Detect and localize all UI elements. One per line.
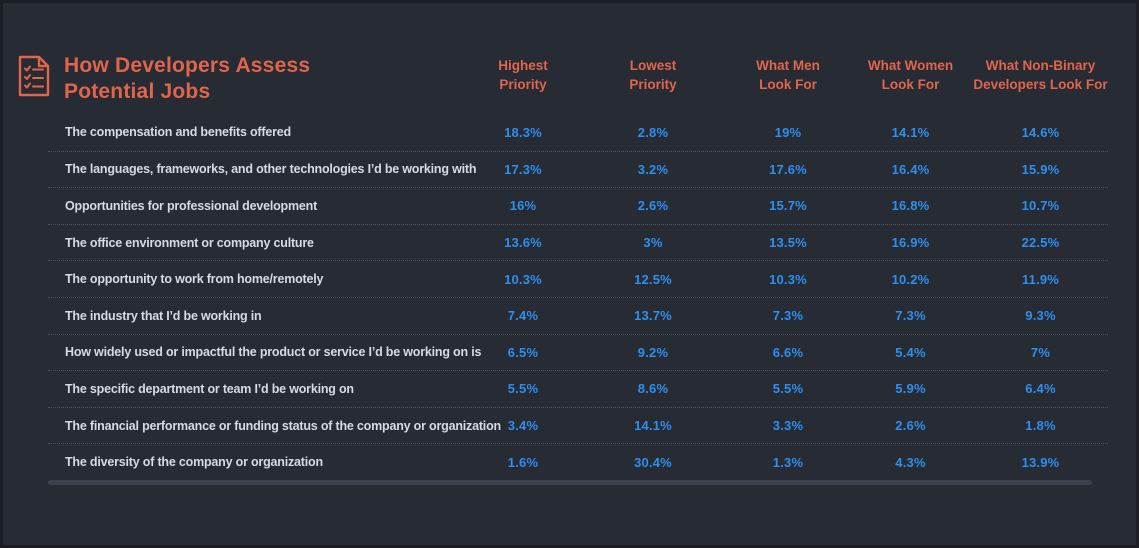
value-women: 2.6% bbox=[895, 418, 926, 434]
value-highest-priority: 10.3% bbox=[504, 271, 542, 287]
table-row: The languages, frameworks, and other tec… bbox=[48, 150, 1108, 188]
row-label: The languages, frameworks, and other tec… bbox=[65, 162, 477, 177]
value-highest-priority: 13.6% bbox=[504, 235, 542, 251]
value-women: 14.1% bbox=[891, 124, 930, 140]
value-men: 15.7% bbox=[769, 198, 807, 214]
value-non-binary: 22.5% bbox=[1021, 235, 1060, 251]
value-women: 16.4% bbox=[891, 161, 930, 177]
title-block: How Developers Assess Potential Jobs bbox=[18, 53, 468, 105]
column-header-highest-priority: Highest Priority bbox=[498, 58, 548, 92]
value-women: 4.3% bbox=[895, 454, 926, 470]
value-lowest-priority: 2.8% bbox=[637, 124, 669, 140]
column-header-lowest-priority: Lowest Priority bbox=[629, 58, 677, 92]
value-highest-priority: 16% bbox=[509, 198, 537, 214]
table-row: How widely used or impactful the product… bbox=[48, 333, 1108, 371]
value-women: 5.4% bbox=[895, 344, 926, 360]
row-label: Opportunities for professional developme… bbox=[65, 198, 318, 213]
value-non-binary: 6.4% bbox=[1025, 381, 1056, 397]
value-non-binary: 7% bbox=[1030, 344, 1051, 360]
value-non-binary: 10.7% bbox=[1021, 198, 1060, 214]
value-women: 16.9% bbox=[891, 235, 930, 251]
row-label: The office environment or company cultur… bbox=[65, 235, 314, 250]
value-highest-priority: 3.4% bbox=[507, 418, 539, 434]
column-header-what-non-binary-look-for: What Non-Binary Developers Look For bbox=[973, 58, 1108, 92]
value-women: 5.9% bbox=[895, 381, 926, 397]
value-non-binary: 15.9% bbox=[1021, 161, 1060, 177]
value-non-binary: 1.8% bbox=[1025, 418, 1056, 434]
value-men: 7.3% bbox=[772, 308, 804, 324]
table-header-row: How Developers Assess Potential Jobs Hig… bbox=[18, 53, 1108, 105]
table-row: The financial performance or funding sta… bbox=[48, 406, 1108, 444]
value-highest-priority: 6.5% bbox=[507, 344, 539, 360]
value-non-binary: 14.6% bbox=[1021, 124, 1060, 140]
value-men: 10.3% bbox=[769, 271, 807, 287]
value-women: 7.3% bbox=[895, 308, 926, 324]
value-highest-priority: 5.5% bbox=[507, 381, 539, 397]
results-table: The compensation and benefits offered 18… bbox=[48, 114, 1108, 480]
value-lowest-priority: 12.5% bbox=[634, 271, 672, 287]
value-lowest-priority: 3.2% bbox=[637, 161, 669, 177]
value-men: 13.5% bbox=[769, 235, 807, 251]
row-label: The financial performance or funding sta… bbox=[65, 418, 501, 433]
column-header-what-women-look-for: What Women Look For bbox=[867, 58, 954, 92]
value-women: 16.8% bbox=[891, 198, 930, 214]
table-row: The office environment or company cultur… bbox=[48, 223, 1108, 261]
table-row: Opportunities for professional developme… bbox=[48, 187, 1108, 224]
row-label: The specific department or team I’d be w… bbox=[65, 381, 354, 396]
value-lowest-priority: 8.6% bbox=[637, 381, 669, 397]
value-highest-priority: 1.6% bbox=[507, 454, 539, 470]
value-men: 1.3% bbox=[772, 454, 804, 470]
checklist-document-icon bbox=[17, 55, 51, 102]
row-label: The industry that I’d be working in bbox=[65, 308, 262, 323]
row-label: The opportunity to work from home/remote… bbox=[65, 272, 324, 287]
value-lowest-priority: 13.7% bbox=[634, 308, 672, 324]
value-lowest-priority: 3% bbox=[643, 235, 663, 251]
value-highest-priority: 18.3% bbox=[504, 124, 542, 140]
table-row: The compensation and benefits offered 18… bbox=[48, 114, 1108, 151]
row-label: The diversity of the company or organiza… bbox=[65, 455, 323, 470]
horizontal-scrollbar[interactable] bbox=[48, 479, 1092, 485]
value-men: 19% bbox=[774, 124, 802, 140]
value-non-binary: 13.9% bbox=[1021, 454, 1060, 470]
table-row: The diversity of the company or organiza… bbox=[48, 443, 1108, 480]
row-label: The compensation and benefits offered bbox=[65, 125, 291, 140]
column-header-what-men-look-for: What Men Look For bbox=[756, 58, 820, 92]
value-non-binary: 11.9% bbox=[1021, 271, 1060, 287]
row-label: How widely used or impactful the product… bbox=[65, 345, 482, 360]
page-title: How Developers Assess Potential Jobs bbox=[64, 54, 311, 103]
value-lowest-priority: 2.6% bbox=[637, 198, 669, 214]
table-row: The specific department or team I’d be w… bbox=[48, 370, 1108, 407]
value-men: 17.6% bbox=[769, 161, 807, 177]
value-highest-priority: 17.3% bbox=[504, 161, 542, 177]
value-men: 3.3% bbox=[772, 418, 804, 434]
value-lowest-priority: 9.2% bbox=[637, 344, 669, 360]
value-lowest-priority: 14.1% bbox=[634, 418, 672, 434]
table-row: The industry that I’d be working in 7.4%… bbox=[48, 296, 1108, 334]
value-men: 5.5% bbox=[772, 381, 804, 397]
value-non-binary: 9.3% bbox=[1025, 308, 1056, 324]
table-row: The opportunity to work from home/remote… bbox=[48, 260, 1108, 297]
value-women: 10.2% bbox=[891, 271, 930, 287]
value-highest-priority: 7.4% bbox=[507, 308, 539, 324]
value-lowest-priority: 30.4% bbox=[634, 454, 672, 470]
value-men: 6.6% bbox=[772, 344, 804, 360]
